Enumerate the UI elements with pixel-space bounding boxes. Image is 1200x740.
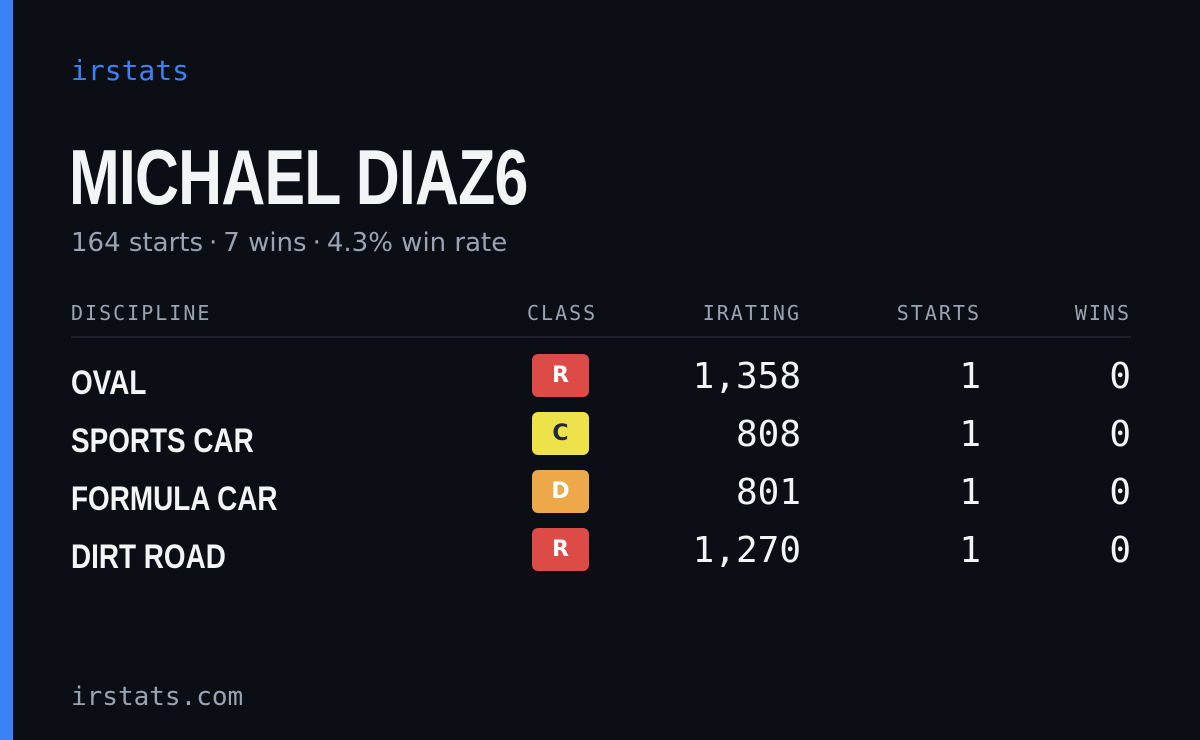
class-badge: D bbox=[532, 470, 589, 513]
starts-cell: 1 bbox=[959, 414, 981, 455]
irating-cell: 801 bbox=[735, 472, 801, 513]
stats-table: DISCIPLINE CLASS IRATING STARTS WINS OVA… bbox=[71, 296, 1131, 586]
wins-cell: 0 bbox=[1109, 472, 1131, 513]
header-wins: WINS bbox=[1074, 301, 1131, 325]
irating-cell: 808 bbox=[735, 414, 801, 455]
header-irating: IRATING bbox=[702, 301, 801, 325]
footer-url: irstats.com bbox=[71, 682, 244, 712]
header-starts: STARTS bbox=[896, 301, 981, 325]
wins-cell: 0 bbox=[1109, 530, 1131, 571]
wins-cell: 0 bbox=[1109, 414, 1131, 455]
wins-count: 7 wins bbox=[223, 228, 307, 258]
brand-logo: irstats bbox=[71, 54, 190, 87]
starts-cell: 1 bbox=[959, 530, 981, 571]
irating-cell: 1,270 bbox=[692, 530, 801, 571]
table-body: OVAL R 1,358 1 0 SPORTS CAR C 808 1 0 FO… bbox=[71, 354, 1131, 586]
table-row: FORMULA CAR D 801 1 0 bbox=[71, 470, 1131, 528]
starts-cell: 1 bbox=[959, 472, 981, 513]
table-header: DISCIPLINE CLASS IRATING STARTS WINS bbox=[71, 296, 1131, 338]
table-row: DIRT ROAD R 1,270 1 0 bbox=[71, 528, 1131, 586]
separator: · bbox=[312, 228, 321, 258]
accent-bar bbox=[0, 0, 13, 740]
table-row: OVAL R 1,358 1 0 bbox=[71, 354, 1131, 412]
header-discipline: DISCIPLINE bbox=[71, 301, 212, 325]
win-rate: 4.3% win rate bbox=[326, 228, 508, 258]
table-row: SPORTS CAR C 808 1 0 bbox=[71, 412, 1131, 470]
discipline-cell: SPORTS CAR bbox=[71, 422, 254, 460]
header-class: CLASS bbox=[527, 301, 598, 325]
discipline-cell: FORMULA CAR bbox=[71, 480, 278, 518]
class-badge: R bbox=[532, 528, 589, 571]
class-badge: C bbox=[532, 412, 589, 455]
driver-summary: 164 starts · 7 wins · 4.3% win rate bbox=[71, 228, 507, 258]
class-badge: R bbox=[532, 354, 589, 397]
discipline-cell: OVAL bbox=[71, 364, 147, 402]
starts-count: 164 starts bbox=[71, 228, 203, 258]
starts-cell: 1 bbox=[959, 356, 981, 397]
separator: · bbox=[209, 228, 218, 258]
driver-name: MICHAEL DIAZ6 bbox=[69, 133, 528, 221]
irating-cell: 1,358 bbox=[692, 356, 801, 397]
discipline-cell: DIRT ROAD bbox=[71, 538, 226, 576]
wins-cell: 0 bbox=[1109, 356, 1131, 397]
